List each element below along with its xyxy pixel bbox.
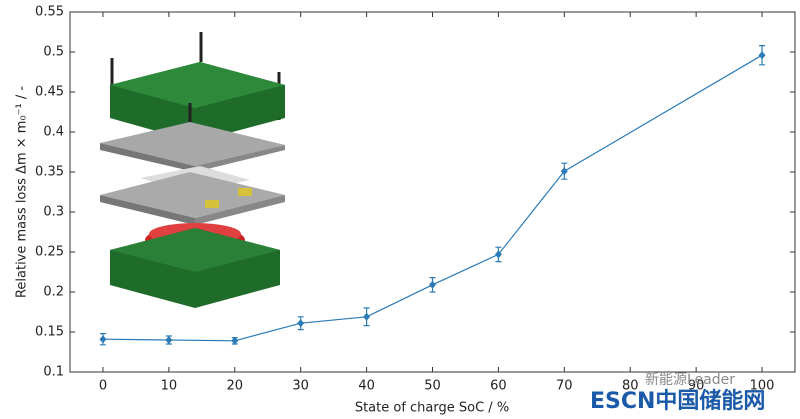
data-point	[494, 250, 502, 259]
x-tick-label: 80	[622, 379, 639, 394]
y-axis-label: Relative mass loss Δm × m₀⁻¹ / -	[15, 86, 30, 298]
data-point	[758, 51, 766, 60]
data-point	[297, 319, 305, 328]
y-tick-label: 0.15	[35, 325, 64, 340]
data-point	[165, 336, 173, 344]
x-tick-label: 40	[358, 379, 375, 394]
x-tick-label: 60	[490, 379, 507, 394]
watermark: 新能源Leader	[645, 372, 735, 388]
watermark: ESCN中国储能网	[590, 388, 765, 414]
x-axis-label: State of charge SoC / %	[355, 401, 509, 416]
data-point	[560, 167, 568, 176]
y-tick-label: 0.25	[35, 245, 64, 260]
x-tick-label: 100	[750, 379, 775, 394]
device-inset	[100, 32, 285, 308]
x-tick-label: 20	[226, 379, 243, 394]
x-tick-label: 0	[99, 379, 107, 394]
y-tick-label: 0.3	[43, 205, 64, 220]
x-tick-label: 70	[556, 379, 573, 394]
x-tick-label: 10	[161, 379, 178, 394]
y-tick-label: 0.35	[35, 165, 64, 180]
y-tick-label: 0.2	[43, 285, 64, 300]
y-tick-label: 0.4	[43, 125, 64, 140]
data-point	[99, 335, 107, 344]
data-point	[429, 280, 436, 289]
x-tick-label: 50	[424, 379, 441, 394]
data-point	[231, 336, 239, 345]
data-point	[363, 312, 371, 321]
y-tick-label: 0.55	[35, 5, 64, 20]
x-tick-label: 30	[292, 379, 309, 394]
y-tick-label: 0.5	[43, 45, 64, 60]
x-tick-label: 90	[688, 379, 705, 394]
y-tick-label: 0.45	[35, 85, 64, 100]
y-tick-label: 0.1	[43, 365, 64, 380]
